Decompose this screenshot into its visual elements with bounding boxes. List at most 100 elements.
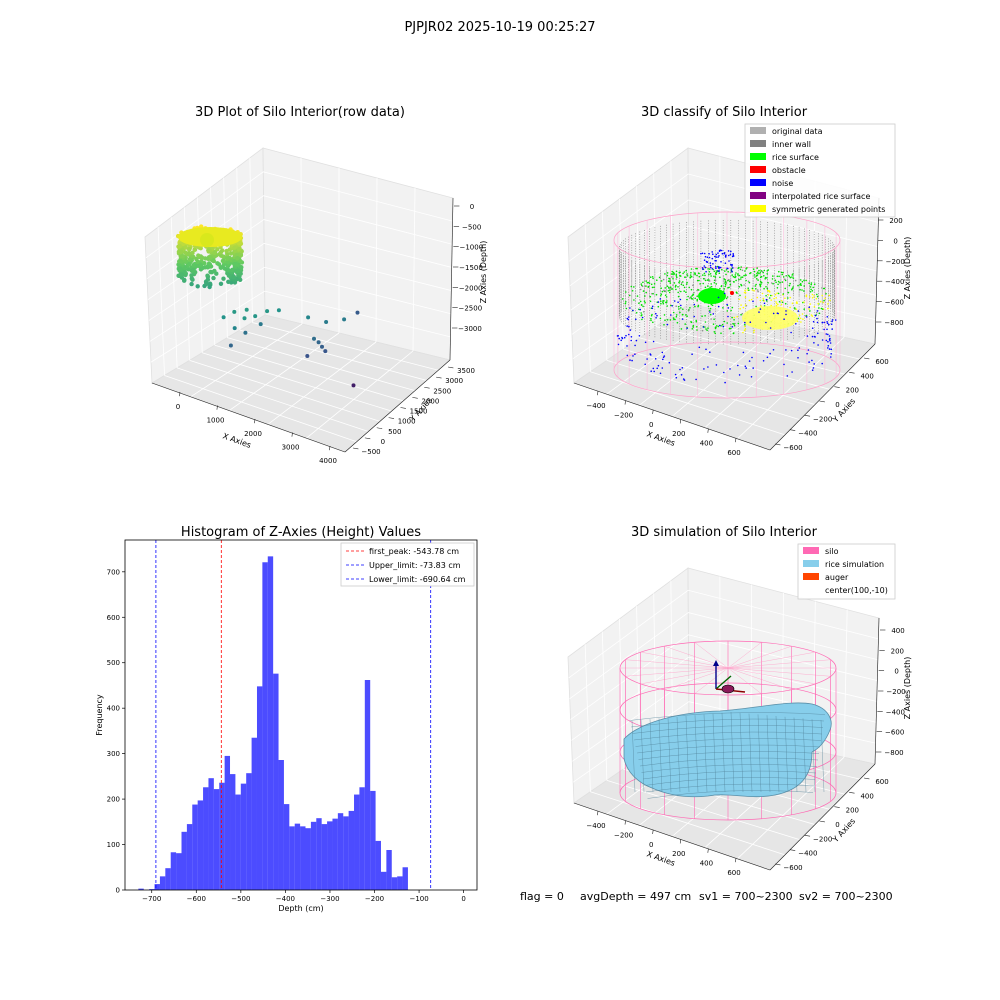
surface-point: [793, 307, 796, 309]
raw-point: [195, 284, 200, 289]
surface-point: [721, 323, 724, 326]
noise-point: [731, 326, 734, 328]
noise-point: [727, 307, 730, 309]
raw-point: [191, 268, 196, 273]
surface-point: [765, 286, 767, 288]
surface-point: [762, 297, 765, 300]
surface-point: [672, 277, 674, 280]
surface-point: [666, 300, 668, 302]
surface-point: [680, 307, 682, 309]
noise-point: [723, 371, 725, 374]
scatter-point: [305, 354, 310, 358]
silo-spoke: [727, 642, 762, 669]
rice-mesh-line: [766, 715, 771, 793]
surface-point: [724, 270, 726, 272]
y-tick-tick: [834, 806, 840, 808]
surface-point: [791, 288, 793, 291]
noise-point: [701, 267, 704, 269]
surface-point: [670, 304, 672, 307]
surface-point: [805, 279, 807, 282]
noise-point: [657, 301, 660, 303]
grid-line: [571, 251, 877, 335]
histogram-bar: [192, 804, 198, 890]
histogram-bar: [348, 810, 355, 890]
surface-point: [799, 288, 801, 291]
surface-point: [669, 279, 672, 282]
surface-point: [713, 275, 715, 278]
surface-point: [769, 291, 771, 293]
surface-point: [653, 286, 655, 289]
surface-point: [739, 307, 741, 310]
y-tick-tick: [819, 820, 825, 823]
surface-point: [734, 276, 736, 279]
x-axis-line: [151, 382, 346, 453]
noise-point: [681, 318, 684, 320]
surface-point: [652, 321, 654, 324]
raw-point: [219, 265, 225, 270]
histogram-bar: [267, 556, 274, 890]
surface-point: [668, 291, 671, 294]
surface-point: [677, 291, 679, 294]
surface-point: [765, 294, 767, 297]
y-tick-label: 200: [846, 807, 859, 815]
surface-point: [649, 295, 652, 298]
surface-point: [740, 313, 742, 316]
z-tick-label: 0: [894, 668, 898, 676]
scatter-point: [253, 314, 258, 319]
surface-point: [672, 317, 675, 319]
surface-point: [675, 275, 678, 277]
noise-point: [711, 268, 714, 270]
histogram-bar: [262, 562, 268, 890]
raw-point: [238, 258, 243, 264]
raw-point: [211, 275, 216, 281]
surface-point: [663, 314, 666, 316]
noise-point: [623, 336, 626, 339]
surface-point: [657, 305, 660, 308]
surface-point: [650, 283, 653, 286]
noise-point: [686, 327, 688, 330]
surface-point: [650, 314, 653, 317]
raw-point: [208, 255, 213, 260]
x-tick-label: 600: [727, 869, 740, 877]
symmetric-region: [742, 306, 798, 330]
y-tick-label: 3000: [445, 377, 463, 385]
surface-point: [728, 286, 730, 289]
noise-point: [737, 364, 739, 367]
surface-point: [625, 301, 627, 303]
surface-point: [720, 285, 723, 287]
surface-point: [676, 276, 678, 279]
noise-point: [730, 263, 732, 266]
legend-swatch: [803, 560, 819, 567]
raw-point: [205, 277, 211, 282]
surface-point: [803, 285, 805, 287]
surface-point: [685, 269, 687, 272]
surface-point: [664, 294, 667, 297]
noise-point: [830, 356, 832, 358]
surface-point: [680, 282, 683, 284]
surface-point: [685, 314, 687, 316]
surface-point: [633, 299, 635, 301]
z-axis-line: [874, 197, 880, 345]
noise-point: [830, 348, 833, 351]
surface-point: [660, 287, 662, 290]
surface-point: [687, 295, 689, 298]
surface-point: [728, 327, 731, 330]
z-tick-label: −800: [884, 749, 903, 757]
surface-point: [669, 286, 672, 289]
grid-line: [656, 326, 846, 375]
raw-point: [225, 260, 231, 265]
surface-point: [682, 272, 684, 275]
surface-point: [660, 280, 663, 282]
surface-point: [775, 301, 777, 303]
noise-point: [717, 270, 719, 272]
rice-mesh-line: [676, 716, 681, 793]
surface-point: [753, 270, 756, 273]
raw-point: [187, 257, 192, 262]
noise-point: [711, 251, 713, 253]
surface-point: [667, 290, 670, 292]
surface-point: [692, 294, 695, 296]
surface-point: [669, 289, 671, 292]
surface-point: [698, 279, 700, 282]
surface-point: [784, 278, 786, 281]
noise-point: [732, 253, 734, 255]
